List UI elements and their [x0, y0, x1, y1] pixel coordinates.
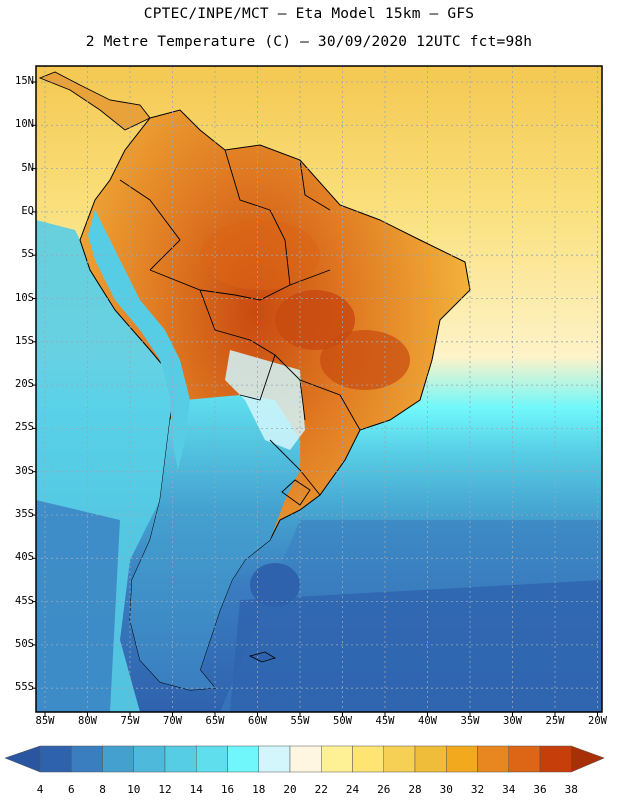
- colorbar-segment: [71, 745, 103, 773]
- lon-label-85w: 85W: [35, 715, 55, 727]
- lat-label-55s: 55S: [15, 681, 34, 694]
- lat-label-35s: 35S: [15, 508, 34, 520]
- colorbar-segment: [258, 745, 291, 773]
- colorbar: [4, 745, 605, 773]
- colorbar-tick-label: 20: [283, 783, 297, 796]
- hot-core-central-brazil: [275, 290, 355, 350]
- colorbar-tick-label: 24: [345, 783, 360, 796]
- lat-label-15n: 15N: [15, 75, 34, 87]
- map-title-line-2: 2 Metre Temperature (C) – 30/09/2020 12U…: [85, 34, 533, 50]
- colorbar-tick-label: 14: [189, 783, 203, 796]
- lat-label-20s: 20S: [15, 378, 34, 391]
- lat-label-25s: 25S: [15, 421, 34, 434]
- colorbar-segment: [414, 745, 447, 773]
- colorbar-tick-label: 18: [252, 783, 266, 796]
- colorbar-segment: [133, 745, 166, 773]
- colorbar-segment: [102, 745, 134, 773]
- lat-label-eq: EQ: [21, 204, 34, 217]
- andes-cold-ridge: [88, 210, 190, 470]
- lon-label-70w: 70W: [163, 715, 182, 727]
- lat-label-5s: 5S: [21, 248, 34, 261]
- colorbar-segment: [289, 745, 322, 773]
- colorbar-segment: [321, 745, 353, 773]
- colorbar-segment: [477, 745, 509, 773]
- colorbar-tick-label: 12: [158, 783, 172, 796]
- lat-label-30s: 30S: [15, 464, 34, 477]
- colorbar-segment: [164, 745, 197, 773]
- lat-label-15s: 15S: [15, 334, 34, 347]
- lon-label-45w: 45W: [375, 715, 395, 727]
- map-frame: [35, 65, 603, 713]
- lon-label-40w: 40W: [418, 715, 437, 727]
- colorbar-tick-label: 38: [564, 783, 578, 796]
- colorbar-tick-label: 30: [439, 783, 453, 796]
- colorbar-tick-label: 10: [127, 783, 141, 796]
- lon-label-50w: 50W: [333, 715, 352, 727]
- country-borders: [119, 149, 361, 506]
- chaco-cool-zone: [225, 350, 305, 450]
- colorbar-segment: [383, 745, 416, 773]
- pacific-cold-region: [36, 500, 120, 712]
- colorbar-segment: [446, 745, 478, 773]
- colorbar-low-arrow: [4, 745, 41, 773]
- lat-label-40s: 40S: [15, 551, 34, 564]
- colorbar-segment: [539, 745, 572, 773]
- falkland-islands: [248, 651, 276, 663]
- colorbar-tick-label: 22: [314, 783, 328, 796]
- colorbar-tick-label: 16: [220, 783, 235, 796]
- colorbar-tick-label: 36: [533, 783, 547, 796]
- colorbar-tick-label: 32: [470, 783, 485, 796]
- hot-amazon: [200, 220, 320, 290]
- lon-label-30w: 30W: [503, 715, 522, 727]
- lon-label-35w: 35W: [460, 715, 480, 727]
- lat-label-50s: 50S: [15, 637, 34, 650]
- colorbar-tick-label: 28: [408, 783, 422, 796]
- colorbar-segment: [508, 745, 541, 773]
- lon-label-80w: 80W: [78, 715, 97, 727]
- south-atlantic-colder: [230, 580, 602, 712]
- lon-label-20w: 20W: [588, 715, 607, 727]
- colorbar-tick-label: 6: [67, 783, 75, 796]
- graticule: [36, 66, 602, 712]
- colorbar-high-arrow: [571, 745, 605, 773]
- hot-core-southeast: [320, 330, 410, 390]
- colorbar-tick-label: 4: [36, 783, 44, 796]
- cold-eddy: [250, 563, 300, 607]
- colorbar-tick-label: 34: [502, 783, 516, 796]
- lat-label-10s: 10S: [15, 291, 34, 304]
- lon-label-60w: 60W: [248, 715, 267, 727]
- lon-label-65w: 65W: [205, 715, 225, 727]
- colorbar-segment: [39, 745, 72, 773]
- lon-label-75w: 75W: [120, 715, 140, 727]
- lat-label-5n: 5N: [21, 161, 34, 174]
- colorbar-segment: [227, 745, 259, 773]
- colorbar-segment: [196, 745, 228, 773]
- lat-label-45s: 45S: [15, 594, 34, 607]
- map-title-line-1: CPTEC/INPE/MCT – Eta Model 15km – GFS: [143, 6, 475, 22]
- colorbar-tick-label: 8: [99, 783, 106, 796]
- lon-label-25w: 25W: [545, 715, 565, 727]
- axis-ticks: [32, 81, 598, 716]
- lon-label-55w: 55W: [290, 715, 310, 727]
- central-america: [38, 71, 151, 131]
- colorbar-tick-label: 26: [377, 783, 391, 796]
- lat-label-10n: 10N: [15, 118, 34, 131]
- colorbar-segment: [352, 745, 384, 773]
